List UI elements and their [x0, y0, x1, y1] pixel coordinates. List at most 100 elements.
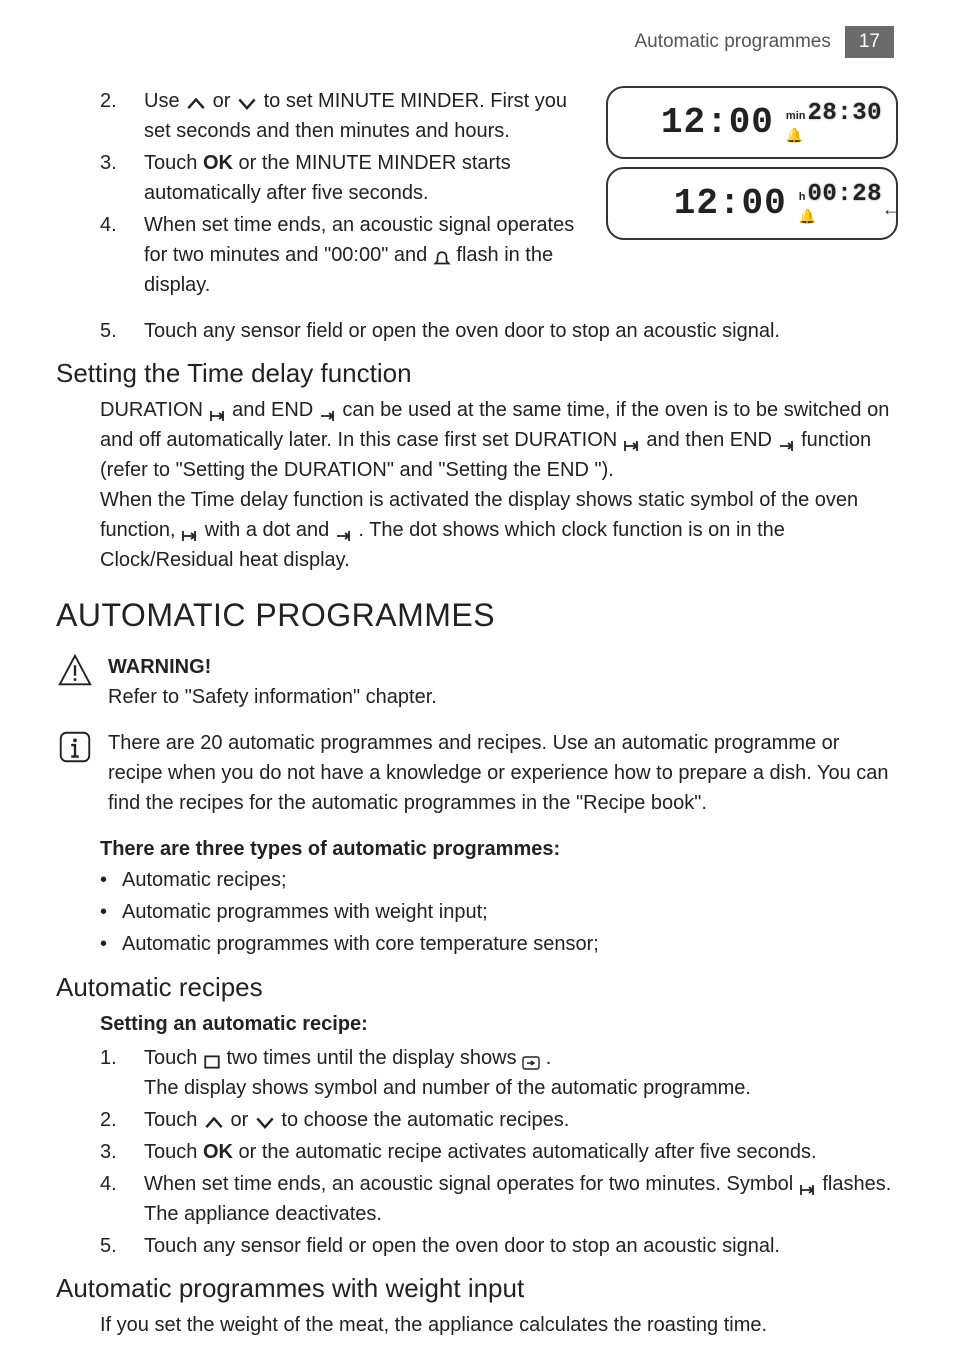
page-header: Automatic programmes 17 [0, 26, 954, 58]
warning-text: Refer to "Safety information" chapter. [108, 686, 437, 708]
end-icon [319, 402, 337, 418]
text: and END [227, 399, 319, 421]
types-heading: There are three types of automatic progr… [100, 834, 898, 864]
page-number: 17 [845, 26, 894, 58]
info-block: There are 20 automatic programmes and re… [56, 728, 898, 818]
step-text: When set time ends, an acoustic signal o… [144, 210, 586, 300]
text: and then END [641, 429, 778, 451]
time-delay-paragraph: DURATION and END can be used at the same… [56, 395, 898, 575]
rectangle-icon [203, 1050, 221, 1066]
warning-body: WARNING! Refer to "Safety information" c… [108, 652, 898, 712]
recipe-step-1: 1. Touch two times until the display sho… [100, 1043, 898, 1103]
step-text: Touch any sensor field or open the oven … [144, 316, 898, 346]
list-text: Automatic programmes with core temperatu… [122, 928, 599, 960]
step-number: 1. [100, 1043, 144, 1103]
step-number: 5. [100, 1231, 144, 1261]
page-content: 2. Use or to set MINUTE MINDER. First yo… [0, 58, 954, 1340]
step-number: 2. [100, 1105, 144, 1135]
warning-title: WARNING! [108, 656, 211, 678]
step-4: 4. When set time ends, an acoustic signa… [100, 210, 586, 300]
lcd-unit: h [799, 191, 806, 203]
lcd-countdown: 00:28 [807, 181, 882, 208]
arrow-left-icon: ← [882, 199, 900, 220]
list-item: •Automatic programmes with weight input; [100, 896, 898, 928]
warning-icon [56, 652, 94, 712]
types-block: There are three types of automatic progr… [56, 834, 898, 864]
duration-icon [209, 402, 227, 418]
text: to choose the automatic recipes. [276, 1109, 570, 1131]
text: Use [144, 90, 185, 112]
recipe-step-3: 3. Touch OK or the automatic recipe acti… [100, 1137, 898, 1167]
text: or [207, 90, 236, 112]
down-chevron-icon [236, 92, 258, 110]
bullet-icon: • [100, 928, 122, 960]
lcd-unit: min [786, 110, 806, 122]
info-icon [56, 728, 94, 818]
recipe-step-5: 5. Touch any sensor field or open the ov… [100, 1231, 898, 1261]
types-list: •Automatic recipes; •Automatic programme… [56, 864, 898, 960]
list-item: •Automatic programmes with core temperat… [100, 928, 898, 960]
list-item: •Automatic recipes; [100, 864, 898, 896]
up-chevron-icon [203, 1111, 225, 1129]
step-text: Touch OK or the automatic recipe activat… [144, 1137, 898, 1167]
step-text: Touch OK or the MINUTE MINDER starts aut… [144, 148, 586, 208]
step-number: 4. [100, 1169, 144, 1229]
step-number: 2. [100, 86, 144, 146]
heading-automatic-programmes: AUTOMATIC PROGRAMMES [56, 597, 898, 634]
step-number: 4. [100, 210, 144, 300]
heading-time-delay: Setting the Time delay function [56, 358, 898, 389]
minute-minder-step5-wrap: 5. Touch any sensor field or open the ov… [56, 316, 898, 346]
step-3: 3. Touch OK or the MINUTE MINDER starts … [100, 148, 586, 208]
recipe-step-2: 2. Touch or to choose the automatic reci… [100, 1105, 898, 1135]
up-chevron-icon [185, 92, 207, 110]
programme-icon [522, 1050, 540, 1066]
text: Touch [144, 1109, 203, 1131]
minute-minder-row: 2. Use or to set MINUTE MINDER. First yo… [56, 86, 898, 302]
info-text: There are 20 automatic programmes and re… [108, 728, 898, 818]
duration-icon [181, 522, 199, 538]
ok-label: OK [203, 1141, 233, 1163]
header-section-label: Automatic programmes [634, 31, 830, 53]
text: Touch [144, 152, 203, 174]
step-number: 3. [100, 148, 144, 208]
step-number: 3. [100, 1137, 144, 1167]
bell-icon: 🔔 [799, 208, 816, 224]
text: with a dot and [199, 519, 335, 541]
text: or the automatic recipe activates automa… [233, 1141, 817, 1163]
heading-weight-input: Automatic programmes with weight input [56, 1273, 898, 1304]
lcd-display-hours: 12:00 h00:28 🔔 ← [606, 167, 898, 240]
text: DURATION [100, 399, 209, 421]
step-text: Touch or to choose the automatic recipes… [144, 1105, 898, 1135]
text: When set time ends, an acoustic signal o… [144, 1173, 799, 1195]
step-5: 5. Touch any sensor field or open the ov… [100, 316, 898, 346]
lcd-right: h00:28 🔔 [799, 181, 882, 226]
text: The display shows symbol and number of t… [144, 1077, 751, 1099]
warning-block: WARNING! Refer to "Safety information" c… [56, 652, 898, 712]
duration-icon [799, 1176, 817, 1192]
heading-automatic-recipes: Automatic recipes [56, 972, 898, 1003]
weight-text: If you set the weight of the meat, the a… [56, 1310, 898, 1340]
recipe-step-4: 4. When set time ends, an acoustic signa… [100, 1169, 898, 1229]
end-icon [335, 522, 353, 538]
end-icon [778, 432, 796, 448]
bullet-icon: • [100, 896, 122, 928]
recipe-steps-block: Setting an automatic recipe: 1. Touch tw… [56, 1009, 898, 1261]
lcd-right: min28:30 🔔 [786, 100, 882, 145]
text: Touch [144, 1047, 203, 1069]
down-chevron-icon [254, 1111, 276, 1129]
step-2: 2. Use or to set MINUTE MINDER. First yo… [100, 86, 586, 146]
duration-icon [623, 432, 641, 448]
minute-minder-steps: 2. Use or to set MINUTE MINDER. First yo… [56, 86, 586, 302]
text: two times until the display shows [221, 1047, 522, 1069]
text: . [540, 1047, 551, 1069]
step-number: 5. [100, 316, 144, 346]
lcd-countdown: 28:30 [807, 100, 882, 127]
text: Touch [144, 1141, 203, 1163]
step-text: Touch any sensor field or open the oven … [144, 1231, 898, 1261]
lcd-time: 12:00 [661, 102, 774, 143]
bell-icon [433, 247, 451, 263]
lcd-time: 12:00 [674, 183, 787, 224]
list-text: Automatic programmes with weight input; [122, 896, 488, 928]
bullet-icon: • [100, 864, 122, 896]
text: or [225, 1109, 254, 1131]
